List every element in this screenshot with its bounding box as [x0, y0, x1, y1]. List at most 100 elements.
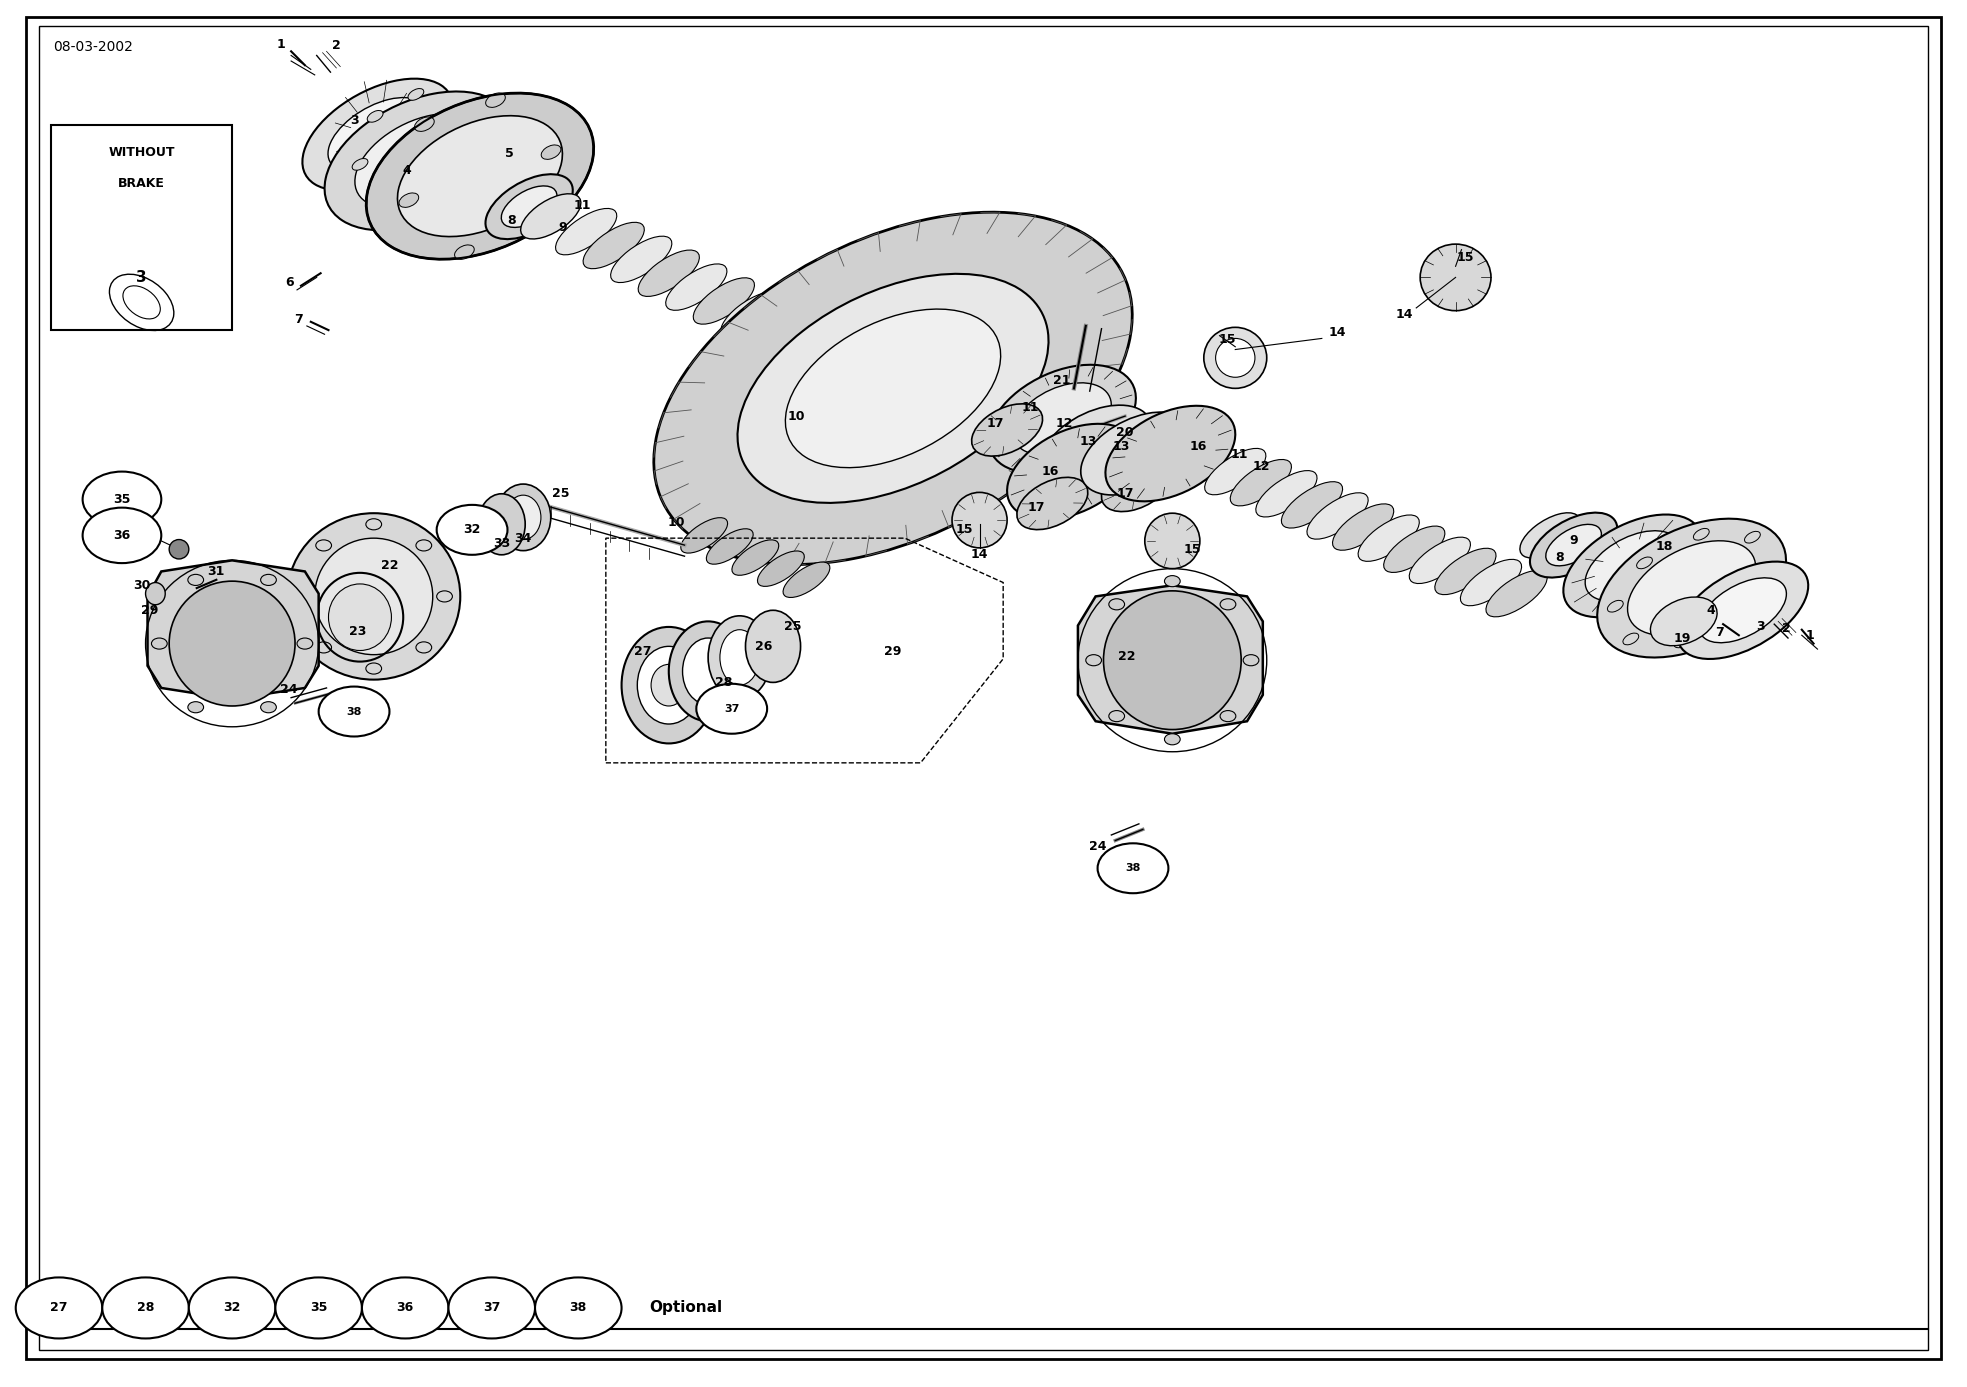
Text: 36: 36 — [114, 528, 130, 542]
Ellipse shape — [1007, 424, 1137, 519]
Ellipse shape — [1678, 562, 1808, 659]
Ellipse shape — [783, 562, 830, 598]
Ellipse shape — [637, 250, 700, 297]
Ellipse shape — [1530, 513, 1617, 577]
Ellipse shape — [1145, 513, 1200, 569]
Text: 27: 27 — [51, 1301, 67, 1315]
Text: Optional: Optional — [649, 1301, 722, 1315]
Ellipse shape — [169, 581, 295, 706]
Ellipse shape — [317, 540, 332, 551]
Ellipse shape — [622, 627, 716, 743]
Ellipse shape — [437, 591, 452, 602]
Ellipse shape — [146, 583, 165, 605]
Ellipse shape — [1485, 570, 1548, 617]
Text: 38: 38 — [570, 1301, 586, 1315]
Ellipse shape — [610, 236, 673, 283]
Ellipse shape — [720, 291, 783, 338]
Ellipse shape — [415, 540, 431, 551]
Text: 7: 7 — [1715, 626, 1723, 639]
Circle shape — [102, 1277, 189, 1338]
Ellipse shape — [683, 638, 734, 705]
Ellipse shape — [372, 204, 387, 216]
Text: 37: 37 — [724, 703, 740, 714]
Ellipse shape — [732, 540, 779, 576]
Ellipse shape — [858, 361, 921, 408]
Text: 14: 14 — [1397, 308, 1412, 322]
Ellipse shape — [637, 646, 700, 724]
Text: 18: 18 — [1656, 540, 1672, 553]
Circle shape — [83, 472, 161, 527]
Text: 28: 28 — [716, 675, 732, 689]
Text: 9: 9 — [1570, 534, 1578, 548]
Text: 33: 33 — [494, 537, 509, 551]
Ellipse shape — [506, 495, 541, 540]
Ellipse shape — [415, 642, 431, 653]
Ellipse shape — [952, 492, 1007, 548]
Ellipse shape — [368, 111, 384, 122]
Polygon shape — [148, 560, 319, 699]
Text: 17: 17 — [987, 416, 1003, 430]
Ellipse shape — [496, 484, 551, 551]
Ellipse shape — [486, 93, 506, 107]
Ellipse shape — [397, 115, 563, 237]
Text: 24: 24 — [1090, 839, 1105, 853]
Ellipse shape — [1694, 528, 1709, 540]
Text: 22: 22 — [1119, 649, 1135, 663]
Text: 7: 7 — [295, 312, 303, 326]
Ellipse shape — [1204, 327, 1267, 388]
Text: 14: 14 — [1330, 326, 1345, 340]
Ellipse shape — [738, 273, 1048, 503]
Ellipse shape — [1306, 492, 1369, 540]
Ellipse shape — [325, 92, 513, 230]
Ellipse shape — [1408, 537, 1471, 584]
Ellipse shape — [303, 79, 452, 190]
Ellipse shape — [1546, 524, 1601, 566]
Ellipse shape — [1220, 710, 1235, 721]
Text: 3: 3 — [1757, 620, 1764, 634]
Ellipse shape — [1109, 599, 1125, 610]
Ellipse shape — [1255, 470, 1318, 517]
Ellipse shape — [1585, 531, 1680, 601]
Ellipse shape — [352, 158, 368, 171]
Text: 9: 9 — [559, 221, 566, 234]
Ellipse shape — [470, 151, 486, 164]
Ellipse shape — [1039, 405, 1153, 488]
Text: 11: 11 — [574, 198, 590, 212]
Text: 10: 10 — [789, 409, 805, 423]
Ellipse shape — [1623, 632, 1639, 645]
Ellipse shape — [785, 309, 1001, 467]
Ellipse shape — [366, 93, 594, 259]
Text: WITHOUT: WITHOUT — [108, 146, 175, 160]
Ellipse shape — [1520, 513, 1580, 558]
Text: 10: 10 — [669, 516, 685, 530]
Ellipse shape — [1109, 710, 1125, 721]
Text: 25: 25 — [553, 487, 568, 501]
Text: 28: 28 — [138, 1301, 153, 1315]
Ellipse shape — [478, 494, 525, 555]
Text: BRAKE: BRAKE — [118, 176, 165, 190]
Text: 32: 32 — [464, 523, 480, 537]
Ellipse shape — [1164, 734, 1180, 745]
Text: 32: 32 — [224, 1301, 240, 1315]
Text: 15: 15 — [1184, 542, 1200, 556]
Bar — [51, 125, 232, 330]
Circle shape — [437, 505, 507, 555]
Ellipse shape — [415, 117, 435, 132]
Ellipse shape — [407, 89, 423, 100]
Ellipse shape — [653, 212, 1133, 565]
Ellipse shape — [366, 519, 382, 530]
Ellipse shape — [1434, 548, 1497, 595]
Circle shape — [696, 684, 767, 734]
Ellipse shape — [1699, 578, 1786, 642]
Text: 35: 35 — [114, 492, 130, 506]
Ellipse shape — [1357, 515, 1420, 562]
Ellipse shape — [1731, 608, 1747, 619]
Text: 13: 13 — [1113, 440, 1129, 454]
Ellipse shape — [1627, 541, 1757, 635]
Text: 16: 16 — [1043, 465, 1058, 479]
Circle shape — [319, 687, 389, 736]
Text: 2: 2 — [332, 39, 340, 53]
Text: 25: 25 — [785, 620, 801, 634]
Ellipse shape — [1229, 459, 1292, 506]
Ellipse shape — [1332, 503, 1395, 551]
